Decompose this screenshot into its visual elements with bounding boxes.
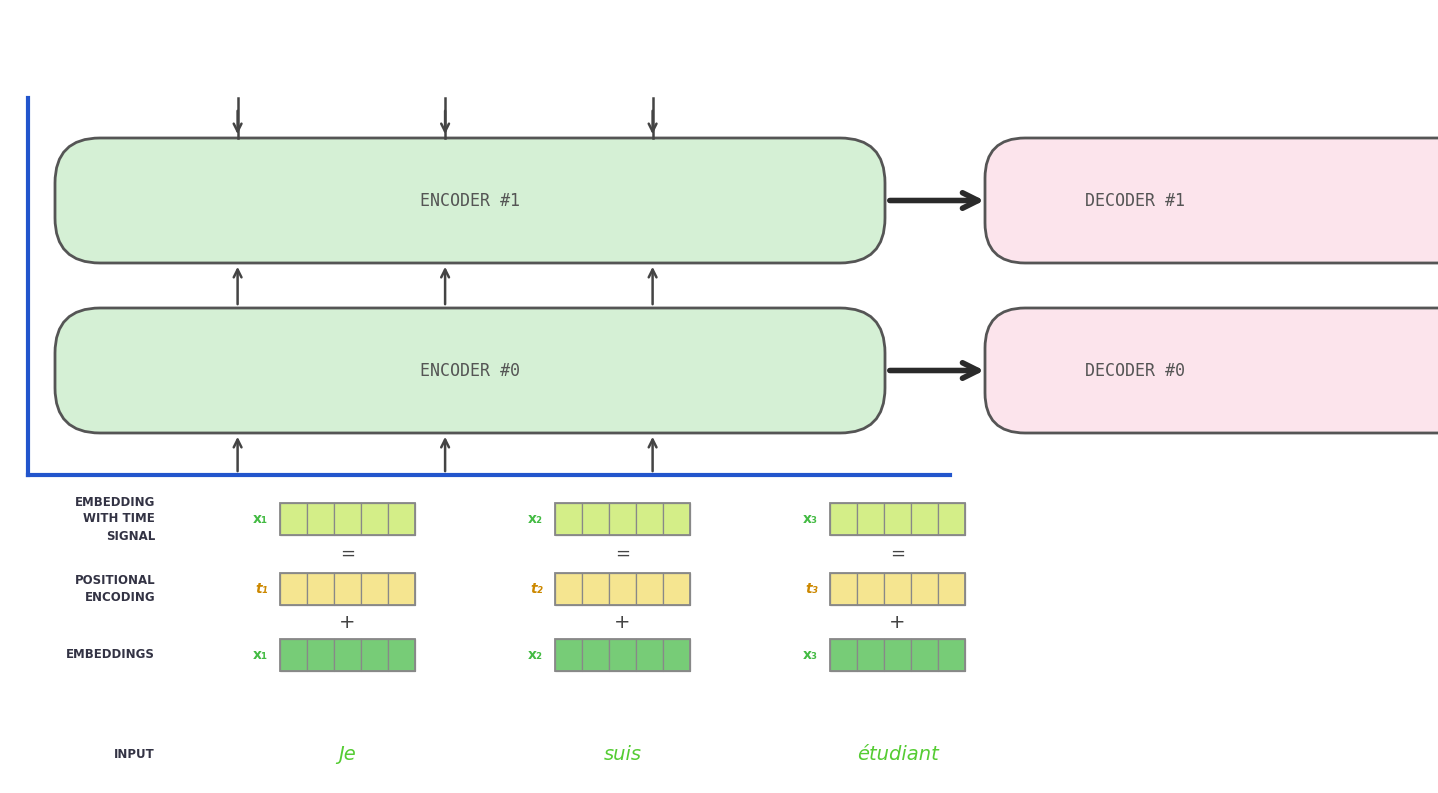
Bar <box>555 503 690 535</box>
Text: x₂: x₂ <box>528 648 544 662</box>
Bar <box>610 503 636 535</box>
Bar <box>636 639 663 671</box>
Bar <box>912 503 938 535</box>
Bar <box>280 503 306 535</box>
Text: EMBEDDING
WITH TIME
SIGNAL: EMBEDDING WITH TIME SIGNAL <box>75 496 155 542</box>
Bar <box>334 573 361 605</box>
Bar <box>884 503 912 535</box>
Text: +: + <box>614 612 631 631</box>
Bar <box>938 503 965 535</box>
Text: x₂: x₂ <box>528 512 544 526</box>
FancyBboxPatch shape <box>55 138 884 263</box>
Bar <box>663 639 690 671</box>
Text: Je: Je <box>338 745 357 764</box>
Bar <box>361 503 388 535</box>
Bar <box>361 639 388 671</box>
Bar <box>280 573 306 605</box>
Bar <box>388 573 416 605</box>
Bar <box>830 573 857 605</box>
Bar <box>555 639 582 671</box>
Text: =: = <box>615 545 630 563</box>
Bar <box>334 639 361 671</box>
Text: t₁: t₁ <box>256 582 267 596</box>
Bar <box>830 503 857 535</box>
Bar <box>280 503 416 535</box>
Bar <box>388 639 416 671</box>
Bar <box>830 503 965 535</box>
Bar <box>830 573 965 605</box>
Bar <box>884 639 912 671</box>
Bar <box>663 503 690 535</box>
Bar <box>830 639 965 671</box>
Bar <box>555 573 690 605</box>
Bar <box>663 573 690 605</box>
Bar <box>555 573 582 605</box>
Bar <box>830 639 857 671</box>
Text: x₁: x₁ <box>253 512 267 526</box>
Bar <box>636 573 663 605</box>
Bar <box>636 503 663 535</box>
FancyBboxPatch shape <box>985 308 1438 433</box>
Text: =: = <box>339 545 355 563</box>
Text: INPUT: INPUT <box>114 749 155 761</box>
Bar <box>555 503 582 535</box>
Bar <box>938 639 965 671</box>
Text: EMBEDDINGS: EMBEDDINGS <box>66 649 155 661</box>
Bar <box>306 503 334 535</box>
Text: x₁: x₁ <box>253 648 267 662</box>
Text: DECODER #0: DECODER #0 <box>1086 362 1185 380</box>
Text: t₃: t₃ <box>805 582 818 596</box>
Bar <box>938 573 965 605</box>
Text: t₂: t₂ <box>531 582 544 596</box>
Text: ENCODER #0: ENCODER #0 <box>420 362 521 380</box>
Text: +: + <box>339 612 355 631</box>
Bar <box>857 503 884 535</box>
Bar <box>884 573 912 605</box>
Bar <box>610 573 636 605</box>
Bar <box>306 639 334 671</box>
Text: =: = <box>890 545 905 563</box>
FancyBboxPatch shape <box>55 308 884 433</box>
Bar <box>582 573 610 605</box>
Bar <box>280 639 416 671</box>
Bar <box>388 503 416 535</box>
Bar <box>857 639 884 671</box>
Text: POSITIONAL
ENCODING: POSITIONAL ENCODING <box>75 574 155 604</box>
Bar <box>912 573 938 605</box>
Bar <box>610 639 636 671</box>
Text: étudiant: étudiant <box>857 745 939 764</box>
Bar <box>334 503 361 535</box>
Text: suis: suis <box>604 745 641 764</box>
Text: +: + <box>889 612 906 631</box>
Text: DECODER #1: DECODER #1 <box>1086 191 1185 209</box>
Bar <box>306 573 334 605</box>
Text: ENCODER #1: ENCODER #1 <box>420 191 521 209</box>
Bar <box>361 573 388 605</box>
Bar <box>280 639 306 671</box>
Bar <box>582 639 610 671</box>
Bar <box>912 639 938 671</box>
Bar <box>857 573 884 605</box>
Bar <box>582 503 610 535</box>
Text: x₃: x₃ <box>802 512 818 526</box>
Bar <box>555 639 690 671</box>
FancyBboxPatch shape <box>985 138 1438 263</box>
Bar <box>280 573 416 605</box>
Text: x₃: x₃ <box>802 648 818 662</box>
